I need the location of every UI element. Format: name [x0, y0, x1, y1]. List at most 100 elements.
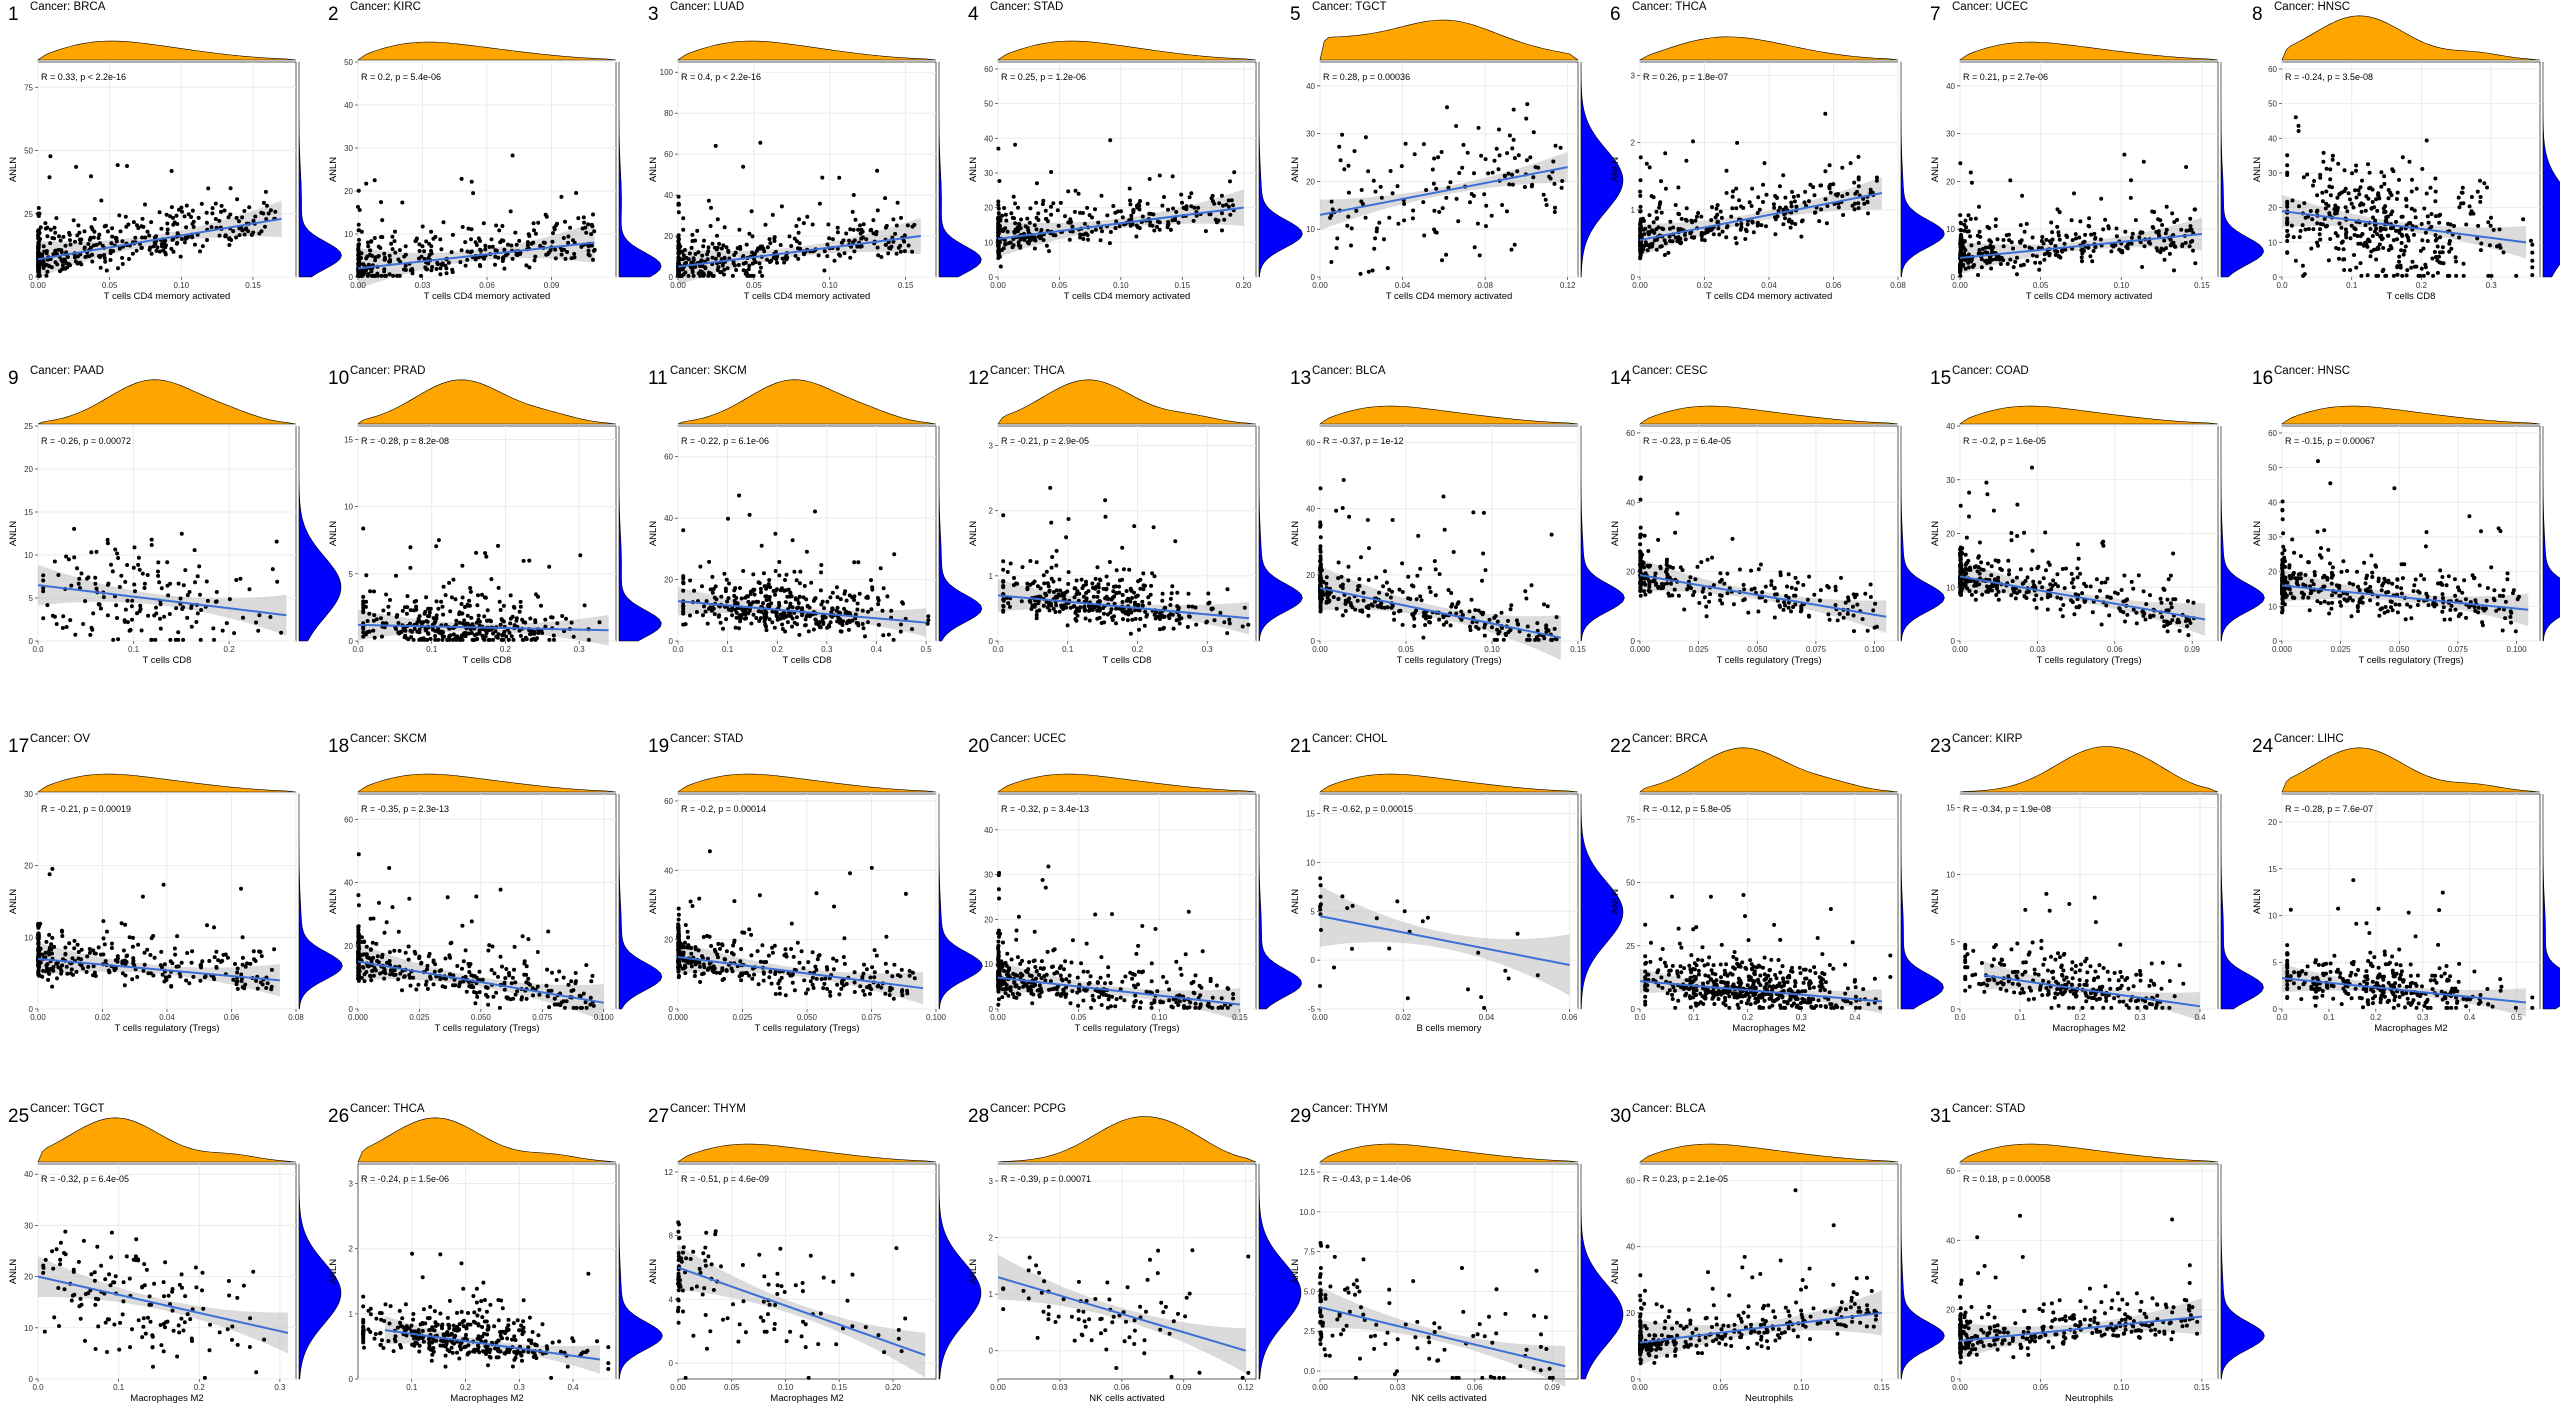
data-point — [2080, 259, 2084, 264]
data-point — [2300, 223, 2305, 228]
data-point — [2156, 217, 2161, 222]
data-point — [780, 622, 785, 627]
data-point — [1007, 604, 1012, 609]
data-point — [1856, 177, 1861, 182]
cancer-label: Cancer: LUAD — [670, 1, 744, 13]
data-point — [111, 637, 116, 642]
data-point — [384, 273, 388, 278]
data-point — [736, 263, 741, 267]
data-point — [1093, 586, 1098, 591]
data-point — [676, 202, 681, 207]
data-point — [1958, 220, 1963, 225]
data-point — [1828, 190, 1833, 195]
data-point — [592, 247, 597, 252]
data-point — [1808, 182, 1813, 187]
data-point — [1168, 227, 1173, 232]
data-point — [189, 215, 194, 219]
data-point — [583, 225, 588, 230]
data-point — [2125, 246, 2130, 251]
data-point — [2049, 220, 2054, 225]
data-point — [496, 632, 501, 637]
data-point — [1968, 217, 1973, 221]
data-point — [2170, 241, 2174, 246]
data-point — [797, 241, 802, 246]
y-axis-title: ANLN — [8, 521, 19, 546]
data-point — [389, 241, 394, 246]
data-point — [109, 562, 113, 567]
data-point — [764, 586, 769, 591]
data-point — [1115, 209, 1120, 214]
data-point — [1318, 486, 1323, 491]
data-point — [1170, 174, 1175, 179]
data-point — [1773, 215, 1777, 220]
data-point — [584, 230, 589, 235]
data-point — [1761, 182, 1766, 187]
data-point — [2342, 268, 2347, 272]
data-point — [48, 154, 53, 159]
data-point — [1011, 194, 1016, 199]
data-point — [1182, 206, 1187, 211]
data-point — [811, 598, 816, 603]
data-point — [850, 209, 855, 214]
data-point — [508, 209, 513, 214]
data-point — [686, 273, 691, 278]
data-point — [772, 625, 777, 630]
data-point — [2497, 227, 2502, 232]
data-point — [1679, 216, 1684, 221]
data-point — [1402, 201, 1407, 206]
data-point — [1682, 233, 1687, 237]
data-point — [707, 559, 712, 564]
data-point — [2320, 190, 2325, 195]
data-point — [1436, 155, 1441, 160]
data-point — [73, 632, 78, 637]
data-point — [2137, 235, 2142, 240]
data-point — [1390, 191, 1395, 196]
data-point — [2363, 223, 2368, 228]
data-point — [498, 622, 503, 627]
data-point — [925, 621, 930, 626]
data-point — [449, 250, 454, 255]
data-point — [1186, 604, 1191, 609]
data-point — [579, 244, 584, 249]
panel-number: 1 — [8, 4, 19, 25]
data-point — [63, 243, 68, 248]
data-point — [430, 265, 435, 269]
data-point — [2430, 256, 2435, 261]
data-point — [2446, 221, 2450, 226]
data-point — [1002, 238, 1007, 243]
data-point — [2409, 189, 2414, 194]
data-point — [356, 257, 361, 262]
data-point — [2062, 241, 2067, 246]
data-point — [1638, 222, 1643, 227]
data-point — [1176, 220, 1181, 225]
data-point — [789, 594, 794, 599]
data-point — [439, 599, 444, 604]
data-point — [804, 597, 809, 602]
data-point — [2022, 244, 2027, 249]
data-point — [485, 608, 490, 613]
data-point — [1240, 624, 1245, 629]
data-point — [514, 616, 519, 621]
data-point — [1472, 245, 1477, 250]
data-point — [1054, 588, 1059, 593]
data-point — [2083, 232, 2088, 237]
data-point — [1483, 157, 1488, 162]
data-point — [428, 636, 433, 641]
data-point — [393, 229, 397, 234]
data-point — [2317, 232, 2322, 237]
y-tick-label: 25 — [24, 210, 33, 219]
x-tick-label: 0.3 — [821, 645, 833, 654]
data-point — [214, 590, 219, 594]
data-point — [96, 236, 101, 240]
data-point — [261, 200, 266, 205]
data-point — [127, 257, 131, 261]
data-point — [712, 612, 717, 617]
data-point — [369, 269, 374, 274]
data-point — [457, 620, 462, 625]
data-point — [2425, 214, 2430, 219]
x-tick-label: 0.02 — [1697, 281, 1713, 290]
data-point — [373, 255, 378, 260]
data-point — [424, 595, 429, 600]
data-point — [108, 258, 113, 262]
